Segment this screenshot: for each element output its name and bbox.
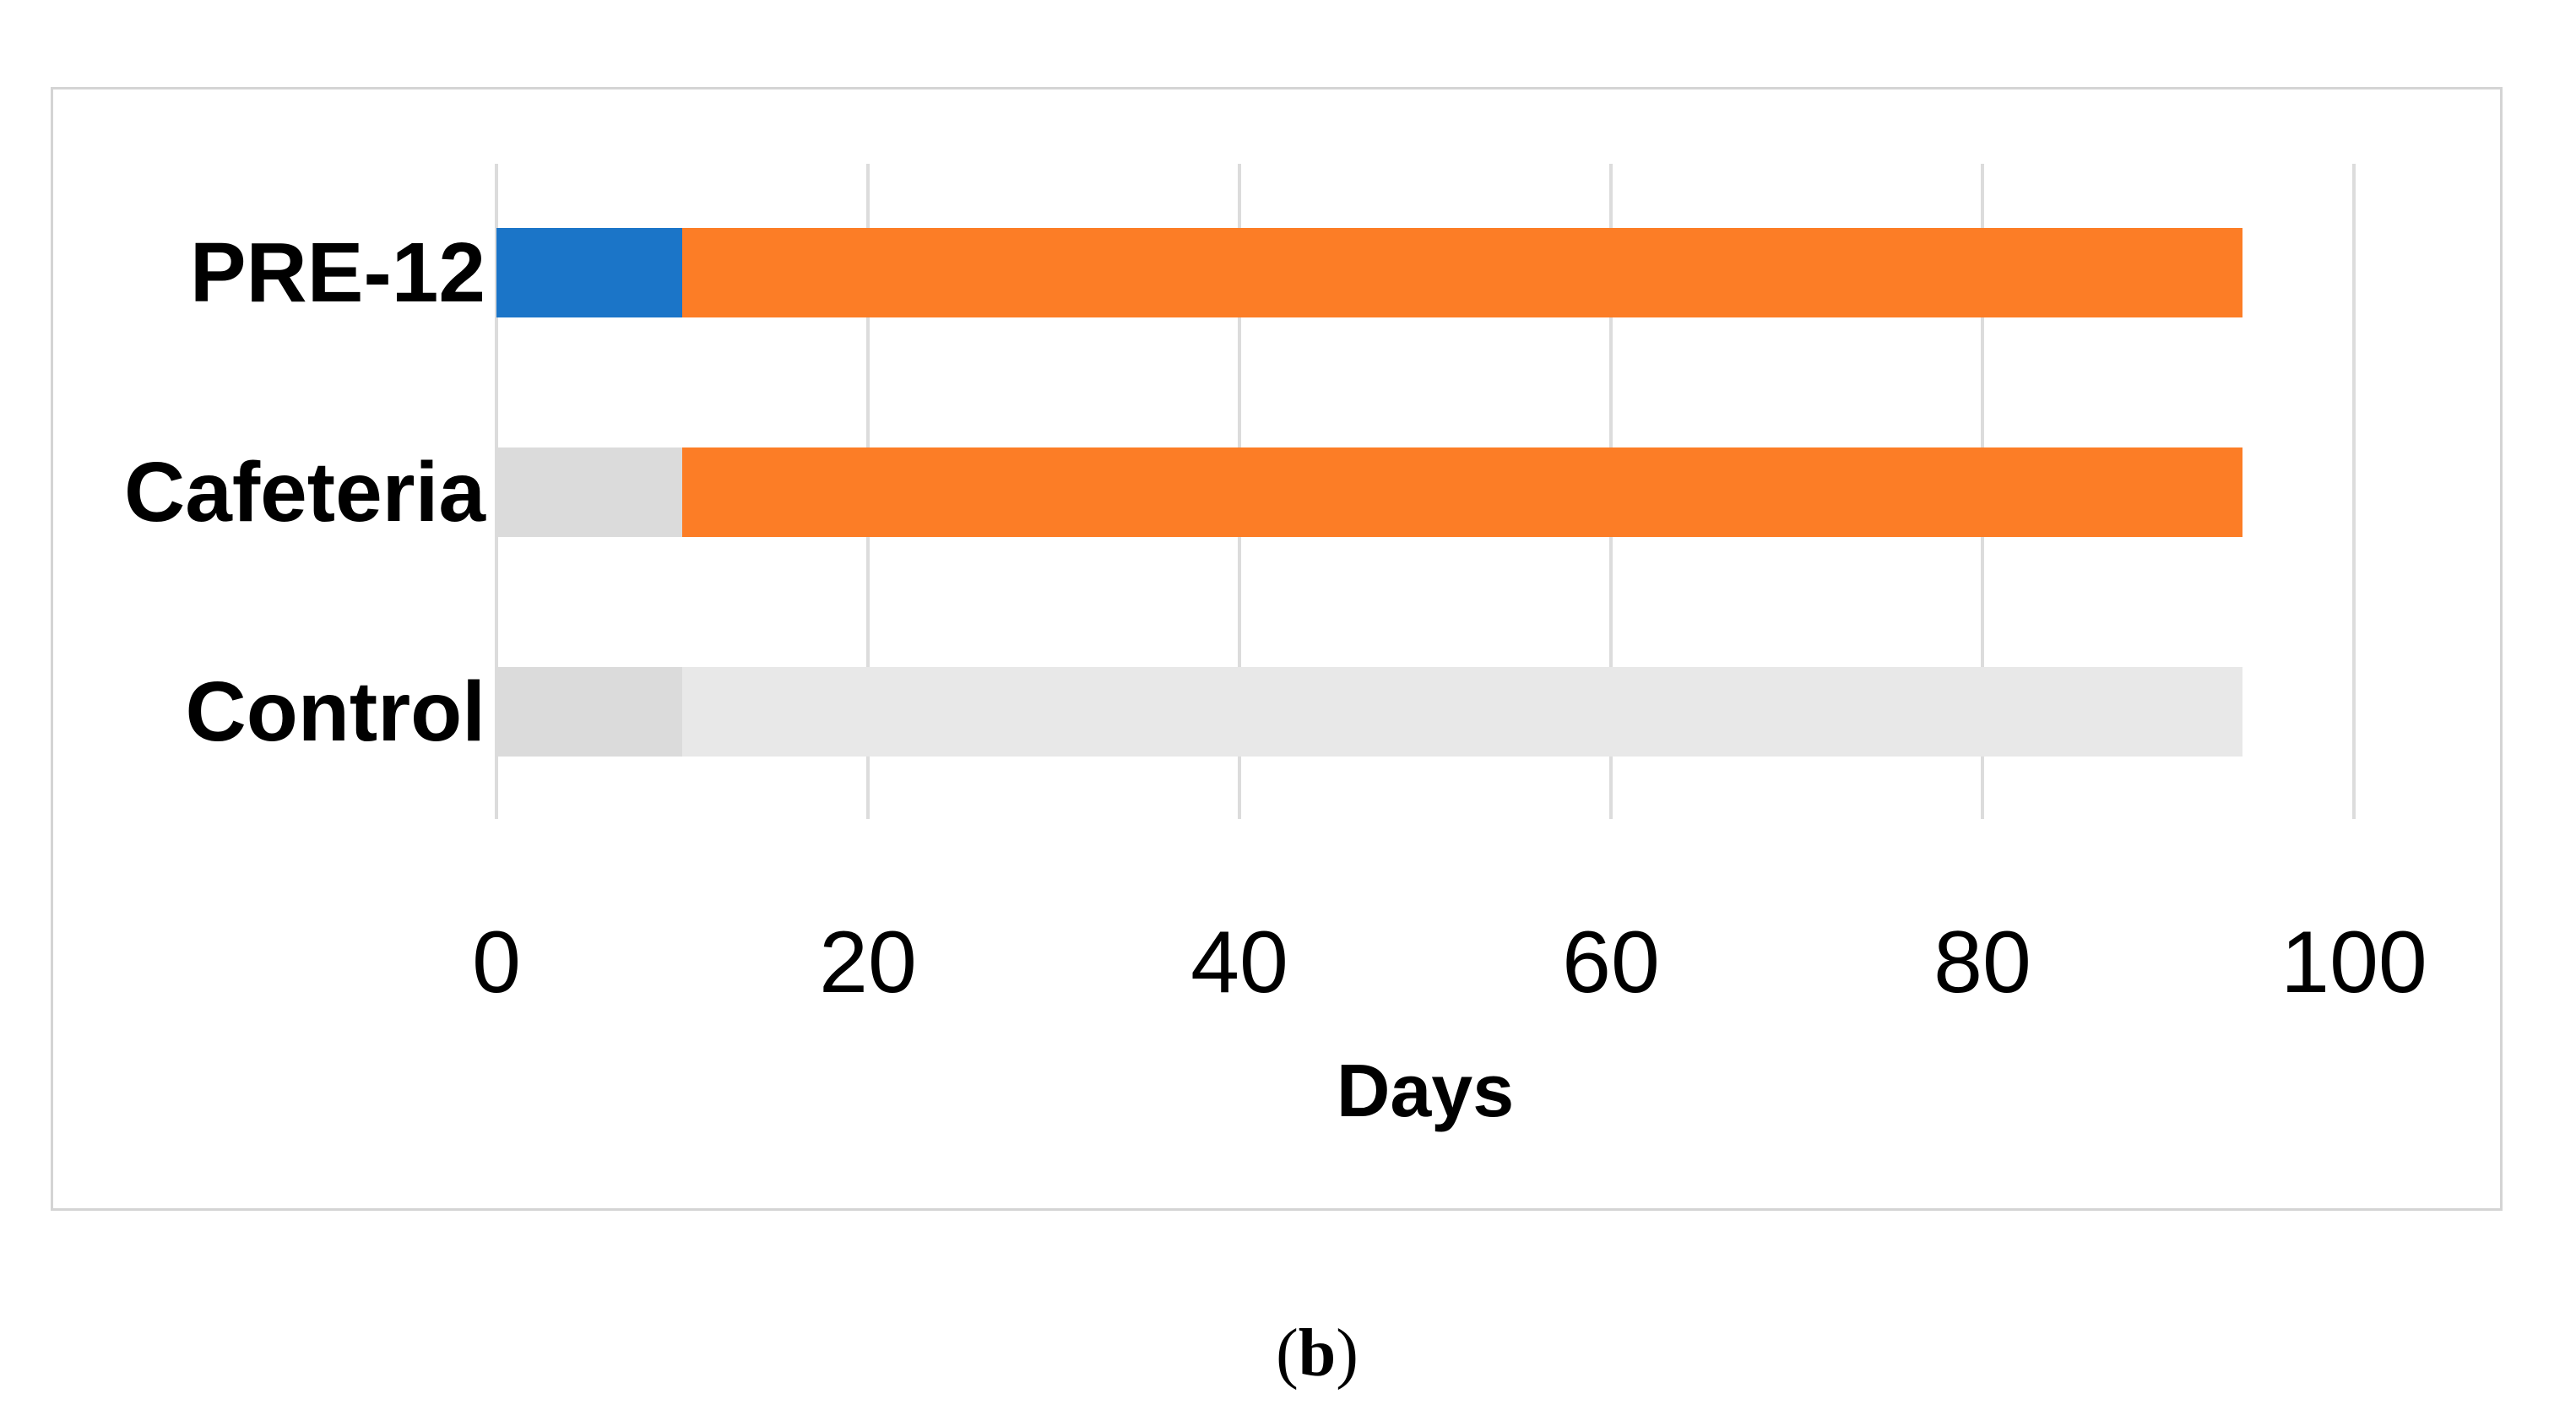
bar-segment-control-segment-2: [682, 667, 2242, 757]
bar-segment-cafeteria-segment-2: [682, 447, 2242, 537]
caption-open-paren: (: [1276, 1316, 1299, 1391]
x-tick-label-40: 40: [1190, 914, 1288, 1012]
gridline-x-100: [2352, 164, 2356, 819]
category-label-pre-12: PRE-12: [189, 225, 485, 320]
category-label-cafeteria: Cafeteria: [124, 445, 485, 540]
bar-row-pre-12: [496, 228, 2242, 317]
caption-close-paren: ): [1336, 1316, 1359, 1391]
category-label-control: Control: [185, 664, 485, 759]
x-tick-label-100: 100: [2280, 914, 2427, 1012]
bar-segment-cafeteria-segment-1: [496, 447, 682, 537]
bar-segment-pre-12-segment-1: [496, 228, 682, 317]
figure-caption: (b): [1276, 1315, 1359, 1392]
bar-segment-control-segment-1: [496, 667, 682, 757]
x-tick-label-0: 0: [472, 914, 521, 1012]
bar-segment-pre-12-segment-2: [682, 228, 2242, 317]
bar-row-control: [496, 667, 2242, 757]
plot-area: [495, 164, 2452, 819]
x-tick-label-80: 80: [1933, 914, 2031, 1012]
caption-letter: b: [1298, 1316, 1337, 1391]
bar-row-cafeteria: [496, 447, 2242, 537]
figure-card: PRE-12 Cafeteria Control 0 20 40 60 80 100 Days: [51, 87, 2503, 1211]
x-tick-label-20: 20: [819, 914, 917, 1012]
x-axis-label: Days: [1336, 1049, 1515, 1132]
x-tick-label-60: 60: [1562, 914, 1660, 1012]
